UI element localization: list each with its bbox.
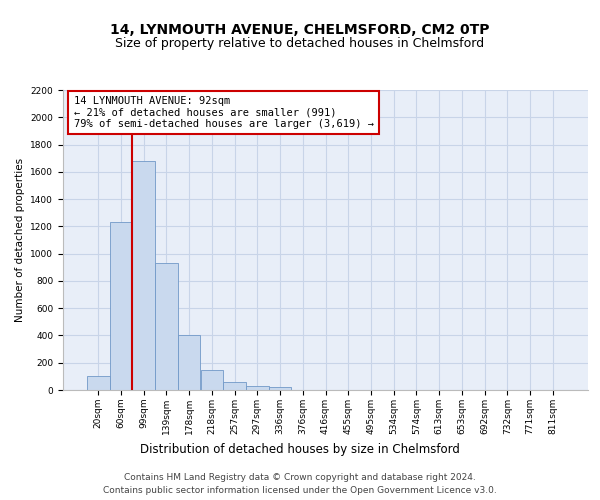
- Y-axis label: Number of detached properties: Number of detached properties: [15, 158, 25, 322]
- Bar: [269, 388, 292, 390]
- Text: Distribution of detached houses by size in Chelmsford: Distribution of detached houses by size …: [140, 442, 460, 456]
- Bar: [155, 263, 178, 390]
- Bar: [178, 336, 200, 390]
- Bar: [223, 382, 246, 390]
- Text: Contains HM Land Registry data © Crown copyright and database right 2024.: Contains HM Land Registry data © Crown c…: [124, 472, 476, 482]
- Bar: [87, 376, 110, 390]
- Text: 14 LYNMOUTH AVENUE: 92sqm
← 21% of detached houses are smaller (991)
79% of semi: 14 LYNMOUTH AVENUE: 92sqm ← 21% of detac…: [74, 96, 373, 129]
- Bar: [110, 222, 133, 390]
- Bar: [200, 370, 223, 390]
- Text: 14, LYNMOUTH AVENUE, CHELMSFORD, CM2 0TP: 14, LYNMOUTH AVENUE, CHELMSFORD, CM2 0TP: [110, 22, 490, 36]
- Bar: [246, 386, 269, 390]
- Text: Contains public sector information licensed under the Open Government Licence v3: Contains public sector information licen…: [103, 486, 497, 495]
- Text: Size of property relative to detached houses in Chelmsford: Size of property relative to detached ho…: [115, 38, 485, 51]
- Bar: [133, 161, 155, 390]
